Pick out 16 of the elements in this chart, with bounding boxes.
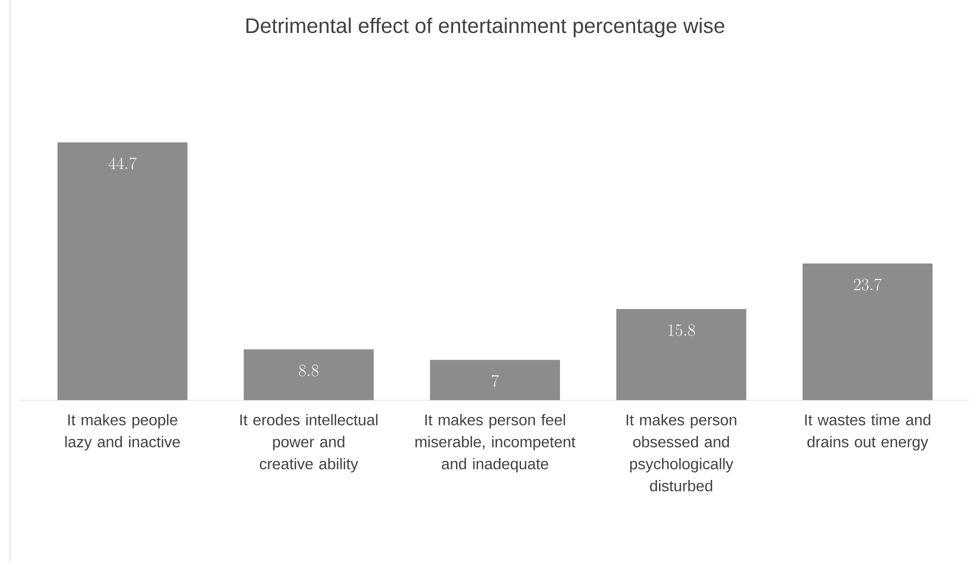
data-label: 15.8	[668, 324, 695, 336]
data-label: 44.7	[108, 157, 137, 170]
x-tick-label: It wastes time and drains out energy	[805, 414, 930, 450]
data-label: 8.8	[299, 364, 318, 376]
chart-title: Detrimental effect of entertainment percentage wise	[246, 18, 724, 38]
bar	[616, 308, 746, 400]
x-tick-label: It makes person feel miserable, incompetent and inadequate	[415, 414, 576, 472]
bar	[802, 263, 933, 400]
bar	[430, 360, 560, 400]
bar	[244, 349, 374, 400]
x-tick-label: It makes person obsessed and psychologically disturbed	[626, 414, 736, 492]
data-label: 23.7	[854, 278, 882, 290]
data-label: 7	[492, 374, 499, 387]
bar	[57, 142, 188, 400]
x-tick-label: It erodes intellectual power and creative ability	[240, 414, 378, 472]
x-tick-label: It makes people lazy and inactive	[65, 414, 180, 450]
